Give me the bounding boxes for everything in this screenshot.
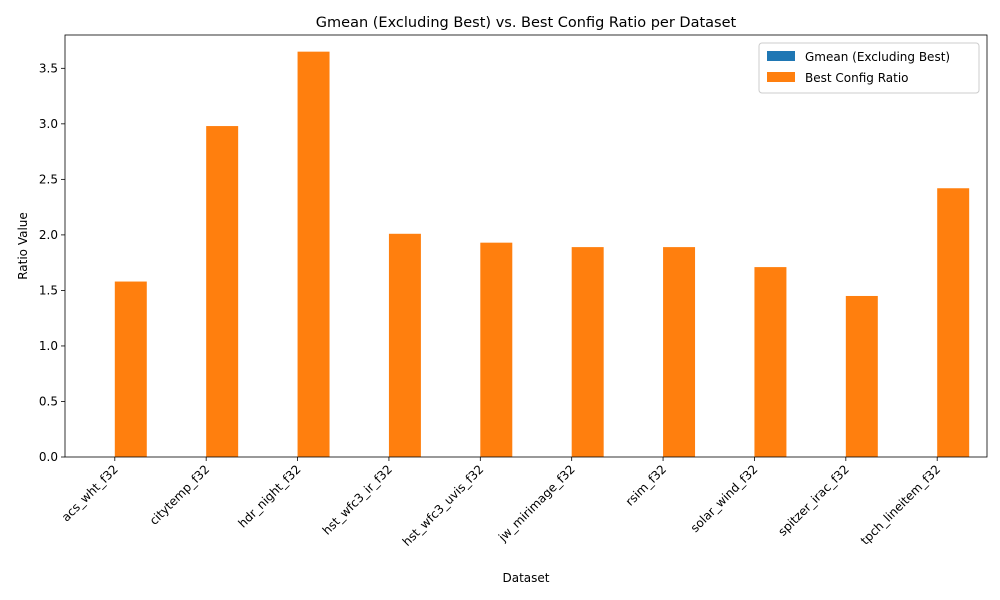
legend-swatch — [767, 72, 795, 82]
y-tick-label: 2.5 — [39, 172, 58, 186]
bar-best-config-rsim_f32 — [663, 247, 696, 457]
bar-best-config-hdr_night_f32 — [297, 51, 330, 457]
legend-entry: Best Config Ratio — [805, 71, 909, 85]
y-tick-label: 1.5 — [39, 283, 58, 297]
y-tick-label: 3.0 — [39, 117, 58, 131]
bar-best-config-solar_wind_f32 — [754, 267, 787, 457]
y-tick-label: 1.0 — [39, 339, 58, 353]
bar-best-config-hst_wfc3_uvis_f32 — [480, 242, 513, 457]
bar-best-config-jw_mirimage_f32 — [571, 247, 604, 457]
x-axis-label: Dataset — [503, 571, 550, 585]
chart-title: Gmean (Excluding Best) vs. Best Config R… — [316, 15, 737, 31]
legend-entry: Gmean (Excluding Best) — [805, 50, 950, 64]
legend-swatch — [767, 51, 795, 61]
y-axis-label: Ratio Value — [16, 212, 30, 280]
bar-best-config-citytemp_f32 — [206, 126, 239, 457]
bar-best-config-acs_wht_f32 — [114, 281, 147, 457]
y-tick-label: 3.5 — [39, 61, 58, 75]
bar-best-config-spitzer_irac_f32 — [845, 295, 878, 457]
y-tick-label: 2.0 — [39, 228, 58, 242]
axes-frame — [64, 34, 988, 458]
y-tick-label: 0.5 — [39, 394, 58, 408]
legend-frame — [758, 42, 980, 94]
bar-best-config-tpch_lineitem_f32 — [937, 188, 970, 457]
legend: Gmean (Excluding Best) Best Config Ratio — [758, 42, 980, 94]
bar-best-config-hst_wfc3_ir_f32 — [388, 233, 421, 457]
y-tick-label: 0.0 — [39, 450, 58, 464]
